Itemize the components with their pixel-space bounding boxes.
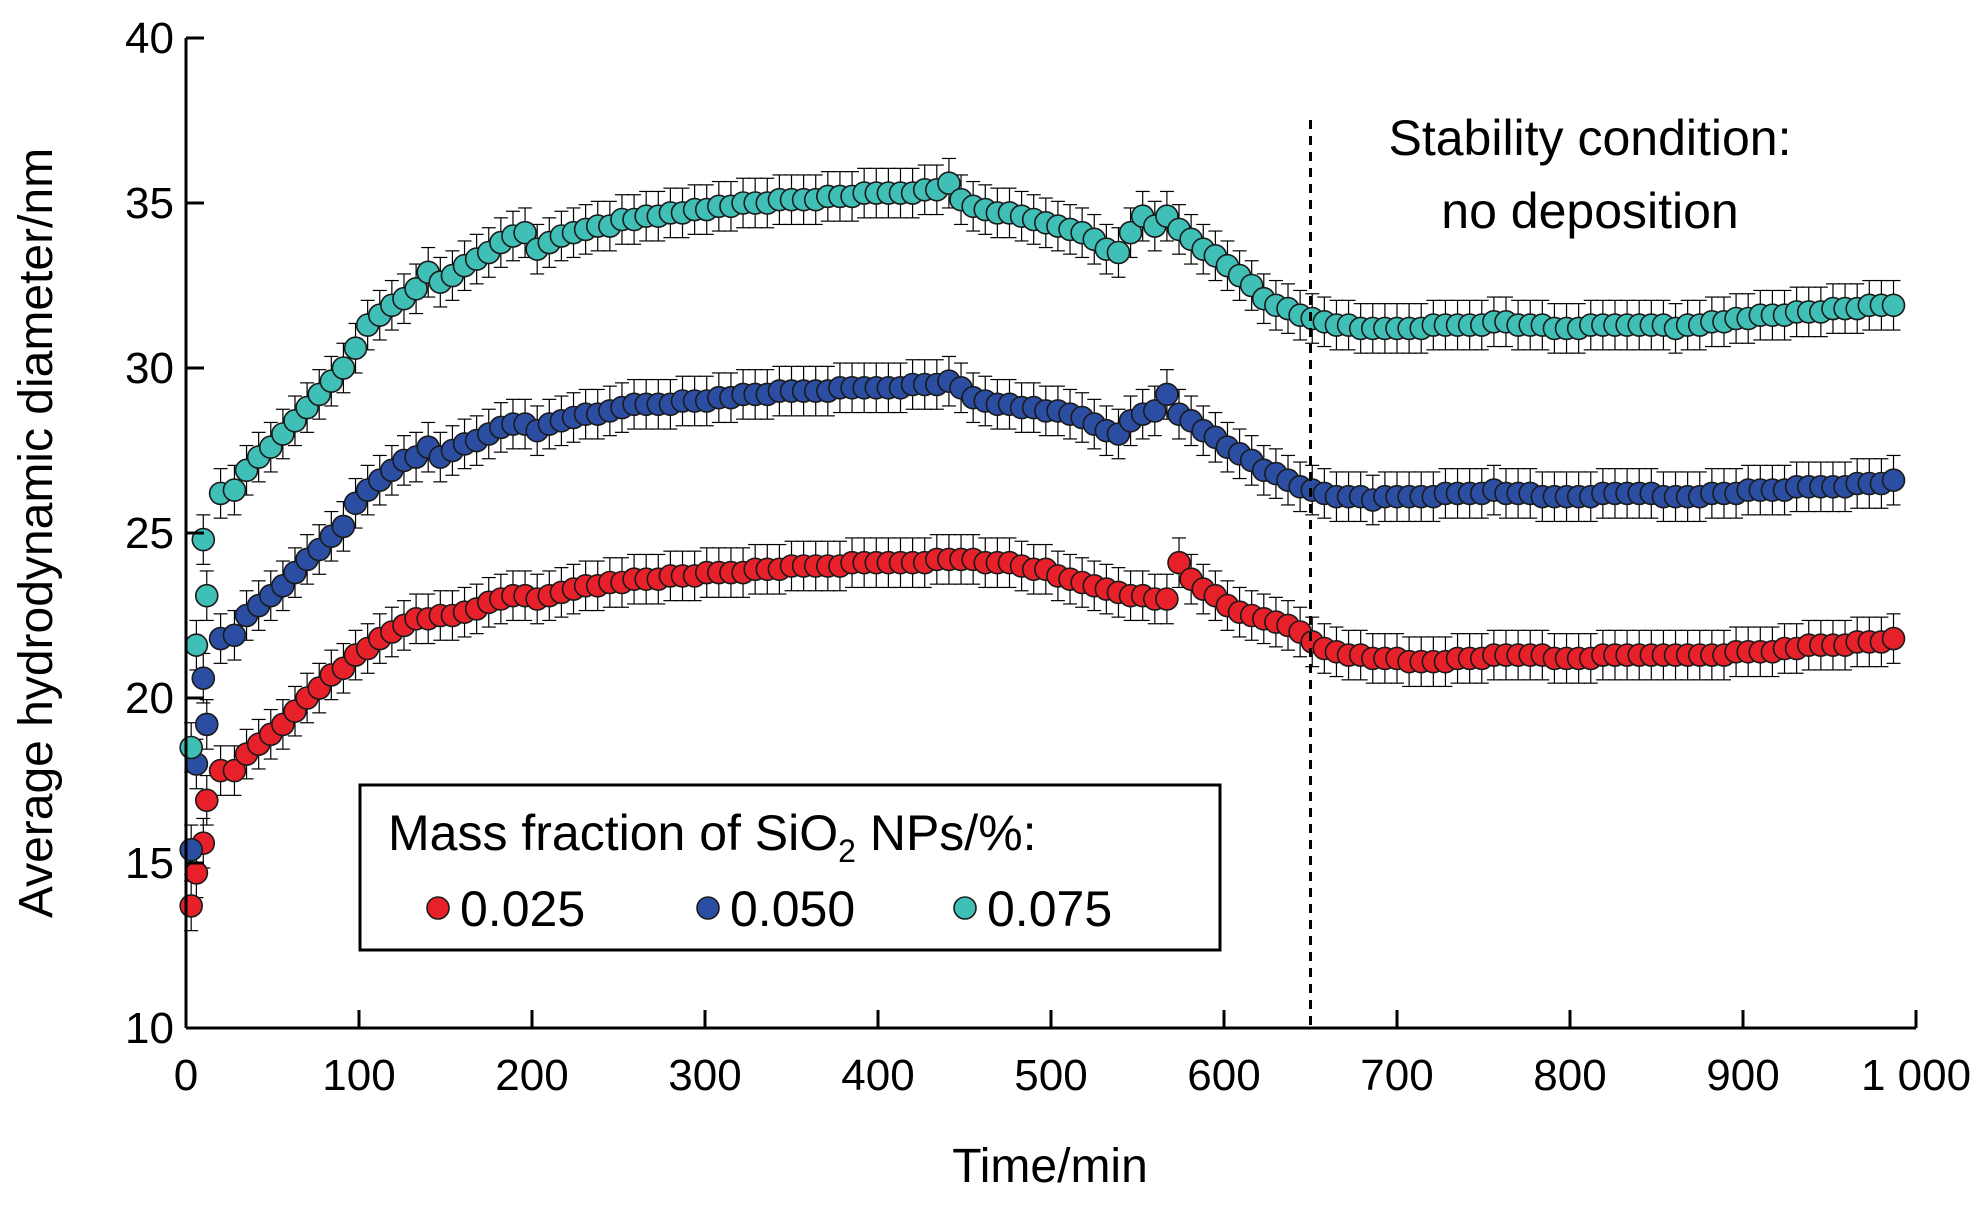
data-point	[1881, 293, 1906, 318]
legend-title-prefix: Mass fraction of SiO	[388, 805, 838, 861]
y-tick-label: 10	[125, 1004, 174, 1053]
axes: 0 100 200 300 400 500 600 700 800 900 1 000 10 15 20 2…	[125, 14, 1971, 1100]
data-point	[222, 478, 247, 502]
legend-marker	[953, 896, 977, 920]
data-markers	[179, 171, 1906, 918]
data-point	[194, 583, 219, 608]
data-point	[184, 633, 209, 658]
data-point	[222, 758, 247, 783]
y-tick-label: 30	[125, 344, 174, 393]
data-point	[1143, 399, 1167, 423]
legend-entry-label: 0.025	[460, 881, 585, 937]
data-point	[1155, 587, 1179, 611]
legend-marker	[696, 896, 720, 920]
data-point	[331, 514, 356, 539]
x-tick-label: 100	[322, 1051, 395, 1100]
x-tick-label: 800	[1533, 1051, 1606, 1100]
data-point	[1881, 468, 1906, 493]
data-point	[1118, 220, 1143, 245]
x-tick-label: 500	[1014, 1051, 1087, 1100]
x-tick-label: 900	[1706, 1051, 1779, 1100]
data-point	[222, 623, 247, 648]
x-tick-label: 0	[174, 1051, 198, 1100]
y-axis-title: Average hydrodynamic diameter/nm	[10, 148, 63, 918]
data-point	[937, 171, 961, 195]
x-tick-label: 700	[1360, 1051, 1433, 1100]
data-point	[179, 837, 203, 862]
x-tick-label: 300	[668, 1051, 741, 1100]
data-point	[194, 788, 219, 813]
annotation: Stability condition: no deposition	[1309, 110, 1792, 1028]
data-point	[179, 894, 203, 918]
data-point	[179, 735, 203, 760]
data-point	[1155, 382, 1179, 407]
y-tick-label: 20	[125, 674, 174, 723]
annotation-line-2: no deposition	[1441, 183, 1738, 239]
legend-title-subscript: 2	[838, 833, 856, 869]
x-tick-label: 400	[841, 1051, 914, 1100]
data-point	[191, 666, 216, 691]
data-point	[1881, 626, 1906, 651]
legend-title: Mass fraction of SiO2 NPs/%:	[388, 805, 1037, 869]
legend-entry-label: 0.050	[730, 881, 855, 937]
x-axis-title: Time/min	[952, 1140, 1148, 1193]
y-tick-label: 40	[125, 14, 174, 63]
x-tick-label: 600	[1187, 1051, 1260, 1100]
legend-box	[358, 783, 1222, 952]
legend-entry-label: 0.075	[987, 881, 1112, 937]
data-point	[331, 356, 356, 380]
legend-marker	[426, 896, 450, 920]
data-point	[513, 220, 537, 245]
x-tick-label: 200	[495, 1051, 568, 1100]
data-point	[184, 861, 209, 885]
legend-title-suffix: NPs/%:	[856, 805, 1037, 861]
data-point	[1106, 240, 1131, 265]
y-tick-label: 25	[125, 509, 174, 558]
y-tick-label: 35	[125, 179, 174, 228]
annotation-line-1: Stability condition:	[1388, 110, 1791, 166]
data-point	[194, 712, 219, 737]
y-tick-label: 15	[125, 839, 174, 888]
data-point	[1167, 550, 1191, 575]
data-point	[343, 336, 368, 361]
legend-entries: 0.025 0.050 0.075	[426, 881, 1112, 937]
x-tick-label: 1 000	[1861, 1051, 1971, 1100]
data-point	[404, 276, 428, 301]
legend: Mass fraction of SiO2 NPs/%: 0.025 0.050 0…	[358, 783, 1222, 952]
